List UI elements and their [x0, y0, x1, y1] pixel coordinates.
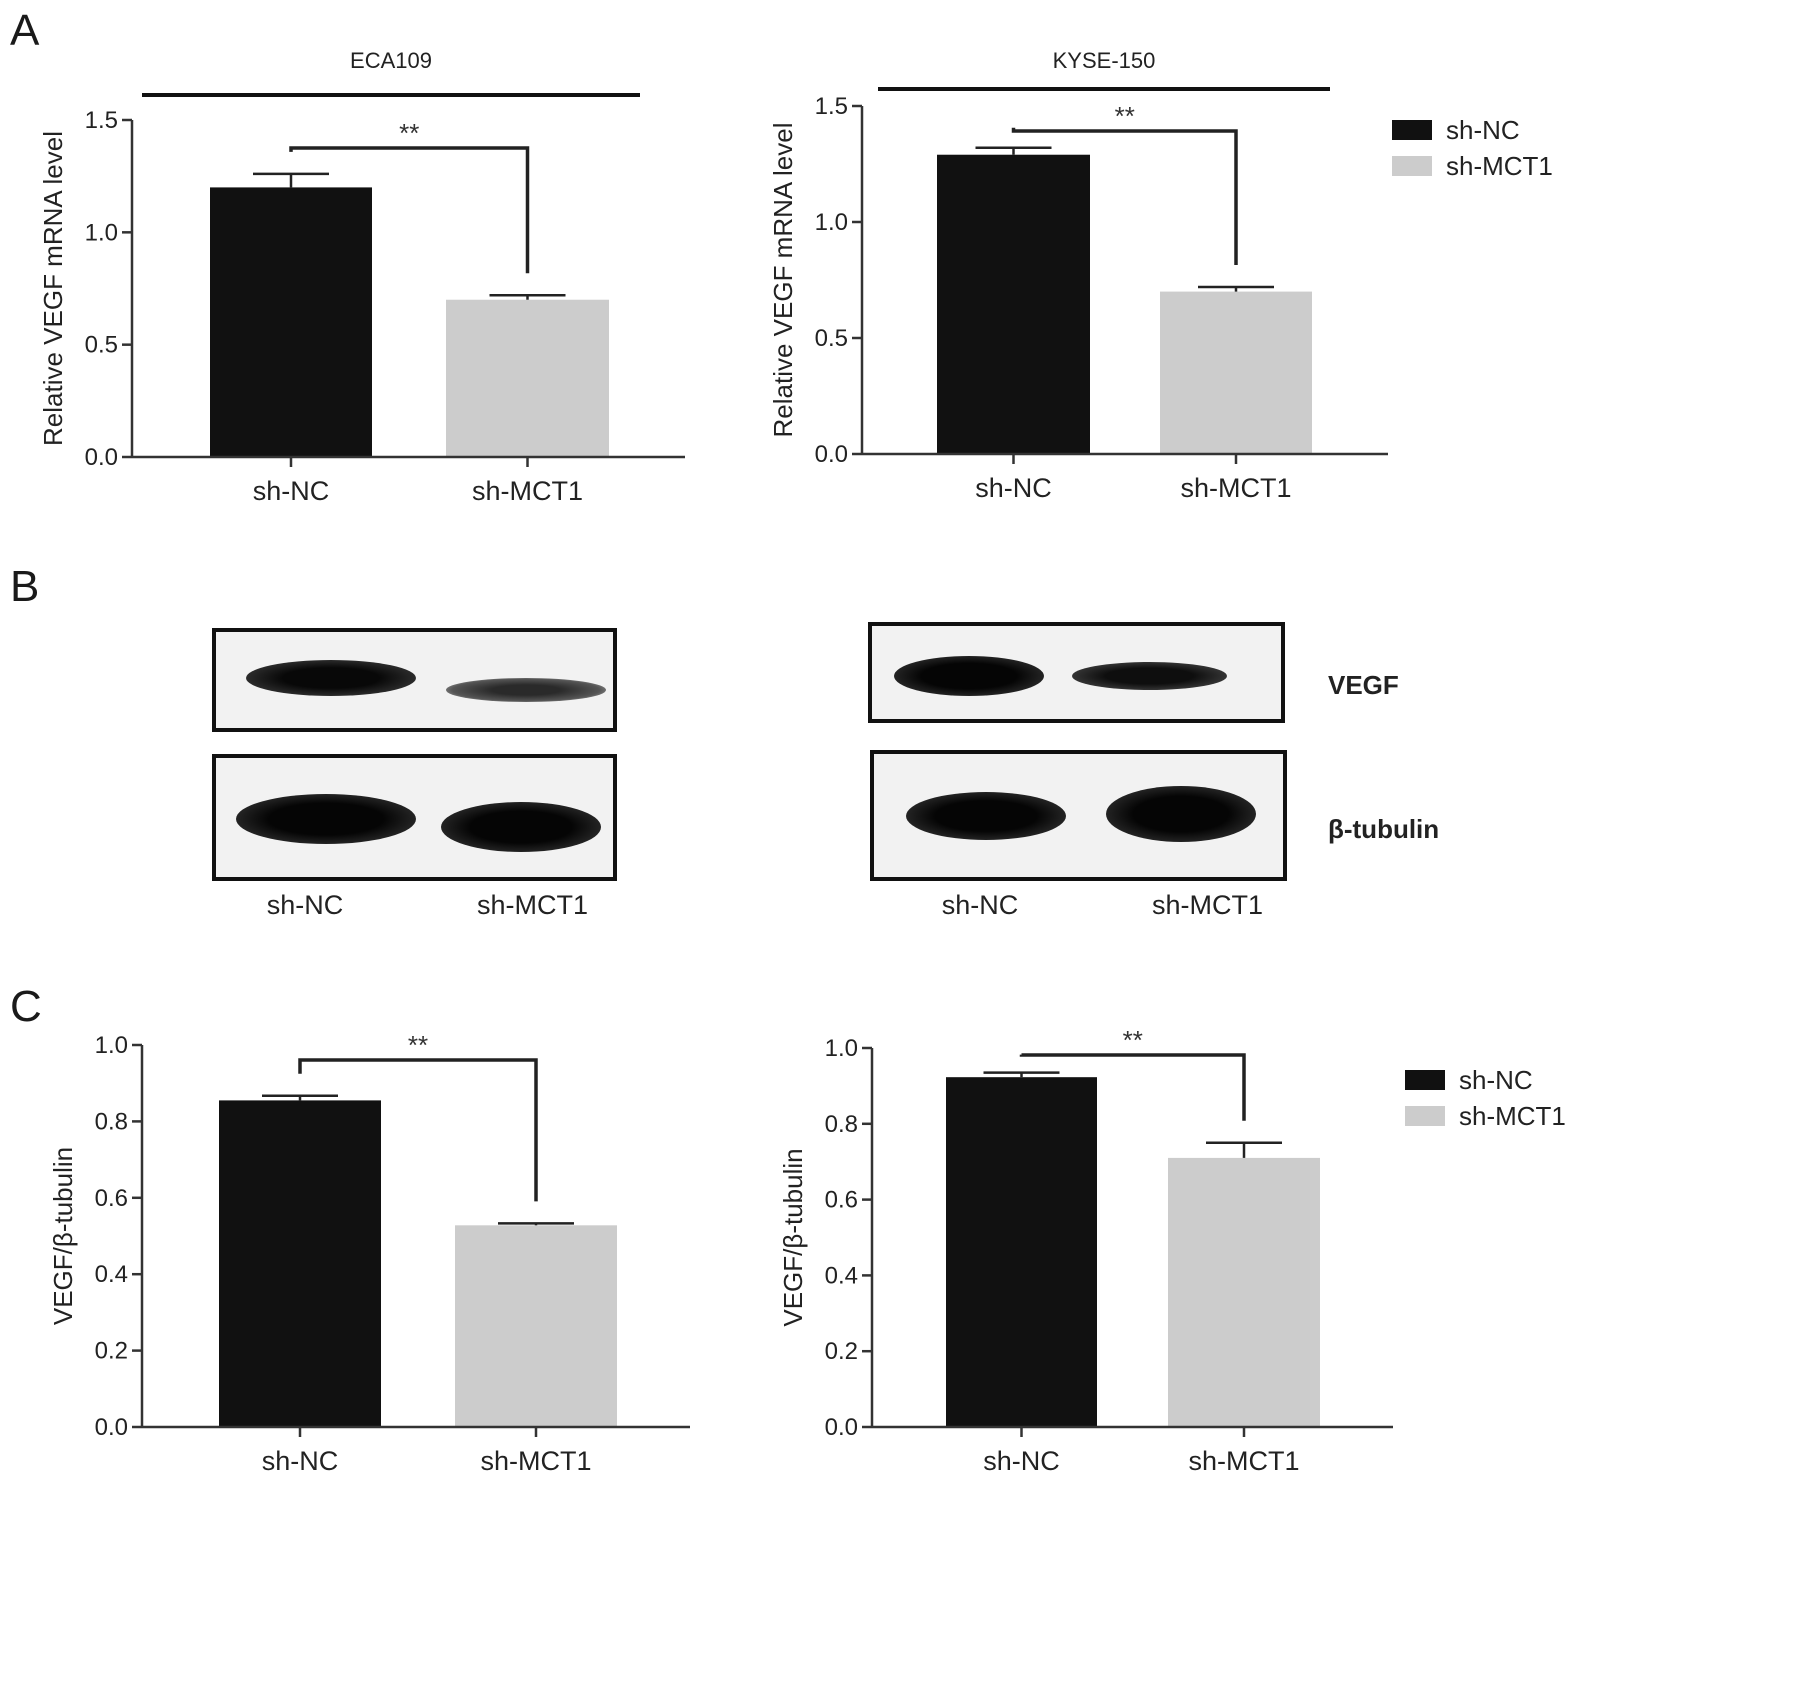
legend-item-sh-mct1: sh-MCT1 — [1392, 148, 1553, 184]
legend-c-swatch-sh-mct1 — [1405, 1106, 1445, 1126]
legend-c-label-sh-nc: sh-NC — [1459, 1064, 1533, 1095]
legend-swatch-sh-nc — [1392, 120, 1432, 140]
chart-a-left: ECA109 0.0 0.5 1.0 1.5 sh-NC sh-MCT1 Relative V… — [38, 48, 685, 506]
legend-c-item-sh-mct1: sh-MCT1 — [1405, 1098, 1566, 1134]
blot-lane-left-sh-nc: sh-NC — [266, 890, 344, 920]
legend-c-label-sh-mct1: sh-MCT1 — [1459, 1100, 1566, 1131]
y-tick-label: 0.8 — [95, 1108, 128, 1135]
x-tick-label: sh-NC — [975, 473, 1052, 503]
bar-sh-mct1 — [455, 1225, 617, 1427]
y-tick-label: 0.6 — [825, 1187, 858, 1214]
bar-sh-mct1 — [1168, 1157, 1320, 1427]
panel-letter-b: B — [10, 562, 40, 611]
legend-c-item-sh-nc: sh-NC — [1405, 1062, 1566, 1098]
blot-label-tubulin: β-tubulin — [1328, 814, 1440, 844]
y-tick-label: 1.0 — [825, 1035, 858, 1062]
x-tick-label: sh-NC — [983, 1446, 1060, 1476]
y-axis-label: Relative VEGF mRNA level — [768, 123, 798, 438]
chart-a-right: KYSE-150 0.0 0.5 1.0 1.5 sh-NC sh-MCT1 Relative… — [768, 48, 1388, 503]
legend-c: sh-NC sh-MCT1 — [1405, 1062, 1566, 1134]
chart-title: ECA109 — [350, 48, 432, 73]
x-tick-label: sh-NC — [262, 1446, 339, 1476]
y-tick-label: 0.6 — [95, 1185, 128, 1212]
significance-bracket — [298, 1058, 538, 1202]
legend-label-sh-mct1: sh-MCT1 — [1446, 150, 1553, 181]
y-tick-label: 0.4 — [95, 1261, 128, 1288]
blot-lane-right-sh-mct1: sh-MCT1 — [1151, 890, 1263, 920]
significance-marker: ** — [1115, 101, 1135, 131]
panel-letter-a: A — [10, 6, 40, 55]
y-tick-label: 1.5 — [815, 93, 848, 120]
bar-sh-nc — [210, 187, 372, 457]
y-tick-label: 0.2 — [825, 1338, 858, 1365]
band-right-tubulin-sh-nc — [906, 792, 1066, 840]
y-axis-label: Relative VEGF mRNA level — [38, 131, 68, 446]
y-tick-label: 0.0 — [825, 1414, 858, 1441]
y-tick-label: 0.0 — [85, 444, 118, 471]
x-tick-label: sh-NC — [253, 476, 330, 506]
band-left-vegf-sh-nc — [246, 660, 416, 696]
blot-left-vegf — [212, 628, 617, 732]
y-tick-label: 0.8 — [825, 1111, 858, 1138]
x-tick-label: sh-MCT1 — [480, 1446, 591, 1476]
y-tick-label: 0.5 — [815, 325, 848, 352]
bar-sh-mct1 — [446, 299, 609, 457]
x-tick-label: sh-MCT1 — [1180, 473, 1291, 503]
legend-label-sh-nc: sh-NC — [1446, 114, 1520, 145]
blot-right-vegf — [868, 622, 1285, 723]
band-left-tubulin-sh-mct1 — [441, 802, 601, 852]
significance-marker: ** — [399, 118, 419, 148]
y-tick-label: 0.4 — [825, 1262, 858, 1289]
y-tick-label: 1.0 — [85, 219, 118, 246]
bar-sh-mct1 — [1160, 291, 1312, 454]
y-tick-label: 0.5 — [85, 332, 118, 359]
legend-swatch-sh-mct1 — [1392, 156, 1432, 176]
y-tick-label: 1.0 — [815, 209, 848, 236]
y-tick-label: 0.2 — [95, 1338, 128, 1365]
blot-lane-left-sh-mct1: sh-MCT1 — [476, 890, 588, 920]
blot-label-vegf: VEGF — [1328, 670, 1399, 700]
significance-marker: ** — [1123, 1025, 1143, 1055]
chart-title: KYSE-150 — [1053, 48, 1156, 73]
band-left-vegf-sh-mct1 — [446, 678, 606, 702]
y-tick-label: 1.5 — [85, 107, 118, 134]
blot-lane-right-sh-nc: sh-NC — [941, 890, 1019, 920]
band-right-vegf-sh-nc — [894, 656, 1044, 696]
panel-letter-c: C — [10, 982, 42, 1031]
chart-c-left: 0.0 0.2 0.4 0.6 0.8 1.0 sh-NC sh-MCT1 VEGF/β-tub… — [48, 1030, 690, 1476]
significance-bracket — [1019, 1053, 1246, 1121]
y-axis-label: VEGF/β-tubulin — [48, 1147, 78, 1325]
band-right-tubulin-sh-mct1 — [1106, 786, 1256, 842]
bar-sh-nc — [937, 154, 1090, 454]
band-right-vegf-sh-mct1 — [1072, 662, 1227, 690]
blot-left-tubulin — [212, 754, 617, 881]
x-tick-label: sh-MCT1 — [472, 476, 583, 506]
blot-right-tubulin — [870, 750, 1287, 881]
legend-item-sh-nc: sh-NC — [1392, 112, 1553, 148]
significance-bracket — [289, 146, 530, 274]
y-tick-label: 0.0 — [815, 441, 848, 468]
bar-sh-nc — [219, 1100, 381, 1427]
x-tick-label: sh-MCT1 — [1188, 1446, 1299, 1476]
chart-c-right: 0.0 0.2 0.4 0.6 0.8 1.0 sh-NC sh-MCT1 VEGF/β-tub… — [778, 1025, 1393, 1476]
y-axis-label: VEGF/β-tubulin — [778, 1148, 808, 1326]
y-tick-label: 0.0 — [95, 1414, 128, 1441]
band-left-tubulin-sh-nc — [236, 794, 416, 844]
legend-c-swatch-sh-nc — [1405, 1070, 1445, 1090]
bar-sh-nc — [946, 1077, 1097, 1427]
significance-bracket — [1011, 127, 1238, 265]
significance-marker: ** — [408, 1030, 428, 1060]
y-tick-label: 1.0 — [95, 1032, 128, 1059]
legend-a: sh-NC sh-MCT1 — [1392, 112, 1553, 184]
